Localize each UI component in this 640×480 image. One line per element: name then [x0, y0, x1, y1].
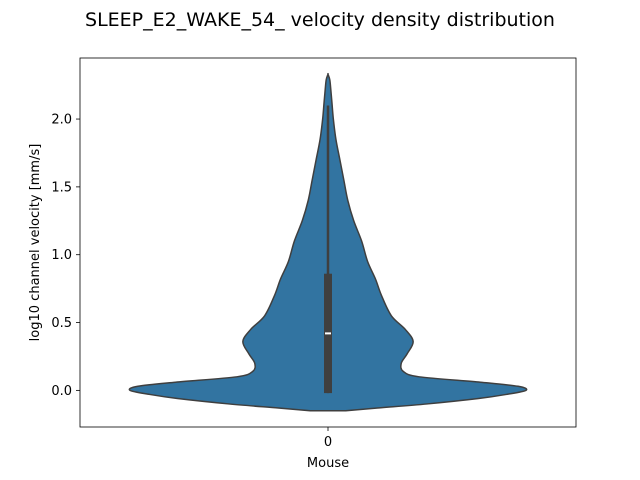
y-tick-label: 1.5 [51, 180, 72, 195]
box-median-marker [325, 332, 331, 335]
y-tick-label: 2.0 [51, 113, 72, 128]
chart-title: SLEEP_E2_WAKE_54_ velocity density distr… [85, 9, 555, 31]
y-axis-label: log10 channel velocity [mm/s] [28, 144, 43, 342]
y-tick-label: 0.0 [51, 384, 72, 399]
x-axis-label: Mouse [307, 456, 349, 471]
y-axis: 0.0 0.5 1.0 1.5 2.0 [51, 113, 80, 399]
y-tick-label: 1.0 [51, 248, 72, 263]
plot-area [128, 72, 528, 412]
y-tick-label: 0.5 [51, 316, 72, 331]
x-axis: 0 [324, 427, 332, 450]
x-tick-label: 0 [324, 435, 332, 450]
